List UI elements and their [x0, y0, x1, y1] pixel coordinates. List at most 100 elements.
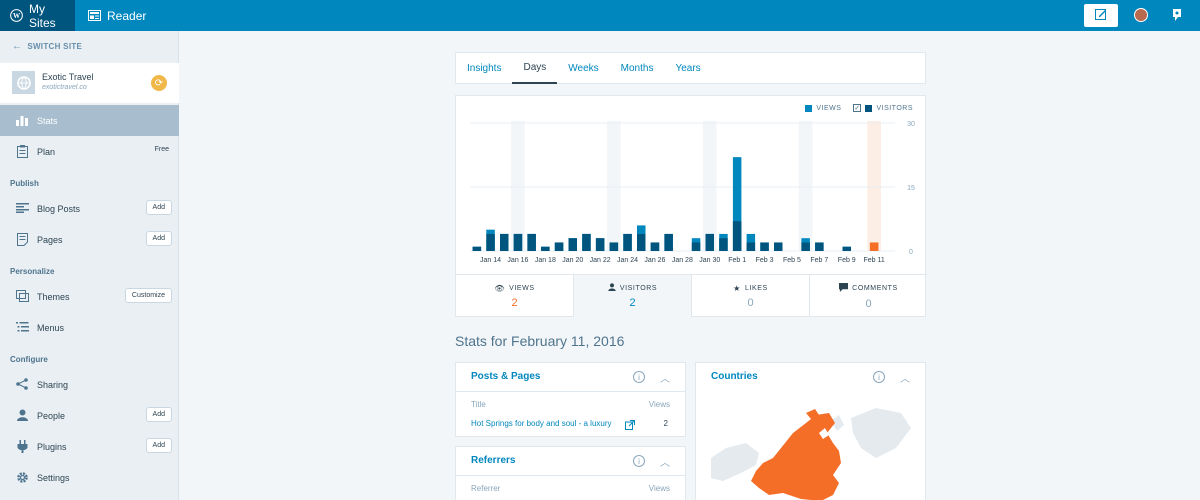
- divider: [456, 391, 685, 392]
- write-button[interactable]: [1084, 4, 1118, 27]
- summary-views-label-wrap: 👁 VIEWS: [494, 284, 534, 293]
- visitors-bar: [801, 242, 810, 251]
- pages-icon: [15, 232, 29, 246]
- sidebar-item-label: Menus: [37, 323, 65, 333]
- x-tick-label: Jan 20: [562, 257, 583, 264]
- weekend-highlight: [702, 121, 717, 251]
- add-post-button[interactable]: Add: [145, 200, 172, 215]
- sidebar-item-label: Plugins: [37, 442, 67, 452]
- arrow-left-icon: ←: [12, 41, 23, 52]
- customize-button[interactable]: Customize: [124, 288, 172, 303]
- post-title-link[interactable]: Hot Springs for body and soul - a luxury: [471, 419, 612, 428]
- chevron-up-icon[interactable]: ︿: [900, 374, 910, 385]
- x-tick-label: Feb 11: [864, 257, 885, 264]
- info-icon[interactable]: i: [633, 371, 645, 383]
- wordpress-icon: W: [10, 9, 23, 22]
- visitors-bar: [664, 233, 673, 251]
- info-icon[interactable]: i: [873, 371, 885, 383]
- external-link-icon[interactable]: [625, 418, 635, 433]
- menus-icon: [15, 320, 29, 334]
- visitors-bar: [842, 246, 851, 251]
- summary-likes-label-wrap: ★ LIKES: [733, 284, 768, 293]
- settings-icon: [15, 470, 29, 484]
- x-tick-label: Jan 26: [644, 257, 665, 264]
- section-configure: Configure: [10, 355, 48, 364]
- x-tick-label: Feb 1: [728, 257, 746, 264]
- x-tick-label: Jan 28: [672, 257, 693, 264]
- views-swatch: [805, 104, 813, 112]
- column-referrer: Referrer: [471, 484, 501, 493]
- sync-icon: ⟳: [151, 75, 167, 91]
- stats-icon: [15, 113, 29, 127]
- weekend-highlight: [798, 121, 813, 251]
- posts-icon: [15, 201, 29, 215]
- summary-label: VISITORS: [619, 284, 658, 292]
- my-sites-button[interactable]: W My Sites: [0, 0, 75, 31]
- top-bar: W My Sites Reader: [0, 0, 1200, 31]
- summary-views[interactable]: 👁 VIEWS 2: [456, 275, 574, 317]
- current-site-card[interactable]: Exotic Travel exotictravel.co ⟳: [0, 63, 179, 103]
- chevron-up-icon[interactable]: ︿: [660, 374, 670, 385]
- y-tick-label: 15: [907, 185, 915, 192]
- star-icon: ★: [733, 283, 741, 293]
- referrers-module: Referrers i ︿ Referrer Views: [455, 446, 686, 500]
- sidebar-item-pages[interactable]: Pages Add: [0, 224, 179, 255]
- sidebar-item-plan[interactable]: Plan Free: [0, 136, 179, 167]
- reader-icon: [88, 10, 101, 21]
- sidebar-item-label: Blog Posts: [37, 204, 81, 214]
- switch-site-link[interactable]: ← SWITCH SITE: [12, 41, 82, 52]
- plan-icon: [15, 144, 29, 158]
- notifications-icon[interactable]: [1170, 7, 1184, 26]
- add-plugin-button[interactable]: Add: [145, 438, 172, 453]
- x-tick-label: Jan 30: [699, 257, 720, 264]
- visitors-swatch: [865, 104, 873, 112]
- sidebar-item-sharing[interactable]: Sharing: [0, 369, 179, 400]
- module-title[interactable]: Countries: [711, 371, 758, 382]
- legend-visitors[interactable]: ✓ VISITORS: [853, 104, 913, 112]
- sidebar-item-blog-posts[interactable]: Blog Posts Add: [0, 193, 179, 224]
- tab-months[interactable]: Months: [620, 63, 654, 74]
- eye-icon: 👁: [494, 283, 506, 293]
- visitors-bar: [623, 233, 632, 251]
- weekend-highlight: [607, 121, 621, 251]
- tab-weeks[interactable]: Weeks: [568, 63, 599, 74]
- sidebar-item-label: Sharing: [37, 380, 69, 390]
- summary-label: VIEWS: [509, 284, 535, 292]
- visitors-bar: [774, 242, 783, 251]
- visitors-bar: [637, 233, 646, 251]
- sidebar-item-themes[interactable]: Themes Customize: [0, 281, 179, 312]
- summary-comments[interactable]: COMMENTS 0: [810, 275, 927, 317]
- summary-visitors[interactable]: VISITORS 2: [574, 275, 692, 317]
- visitors-bar: [719, 238, 728, 251]
- checkbox-icon[interactable]: ✓: [853, 104, 862, 112]
- posts-pages-module: Posts & Pages i ︿ Title Views Hot Spring…: [455, 362, 686, 437]
- module-title[interactable]: Posts & Pages: [471, 371, 541, 382]
- reader-button[interactable]: Reader: [78, 0, 156, 31]
- tab-insights[interactable]: Insights: [467, 63, 502, 74]
- tab-days[interactable]: Days: [512, 53, 558, 84]
- sidebar-item-plugins[interactable]: Plugins Add: [0, 431, 179, 462]
- sidebar-item-menus[interactable]: Menus: [0, 312, 179, 343]
- avatar[interactable]: [1134, 8, 1148, 22]
- visitors-bar: [595, 238, 605, 251]
- globe-icon: [12, 71, 35, 94]
- info-icon[interactable]: i: [633, 455, 645, 467]
- tab-years[interactable]: Years: [675, 63, 701, 74]
- add-page-button[interactable]: Add: [145, 231, 172, 246]
- chevron-up-icon[interactable]: ︿: [660, 458, 670, 469]
- views-bar: [732, 157, 742, 251]
- module-title[interactable]: Referrers: [471, 455, 516, 466]
- summary-likes[interactable]: ★ LIKES 0: [692, 275, 810, 317]
- write-icon: [1095, 8, 1107, 23]
- person-icon: [608, 283, 616, 293]
- visitors-bar: [486, 233, 495, 251]
- add-person-button[interactable]: Add: [145, 407, 172, 422]
- visitors-bar: [691, 242, 701, 251]
- people-icon: [15, 408, 29, 422]
- sidebar-item-people[interactable]: People Add: [0, 400, 179, 431]
- countries-map[interactable]: [711, 403, 911, 500]
- sidebar-item-stats[interactable]: Stats: [0, 105, 179, 136]
- visitors-bar: [746, 242, 756, 251]
- sidebar-item-settings[interactable]: Settings: [0, 462, 179, 493]
- visitors-bar: [568, 238, 577, 251]
